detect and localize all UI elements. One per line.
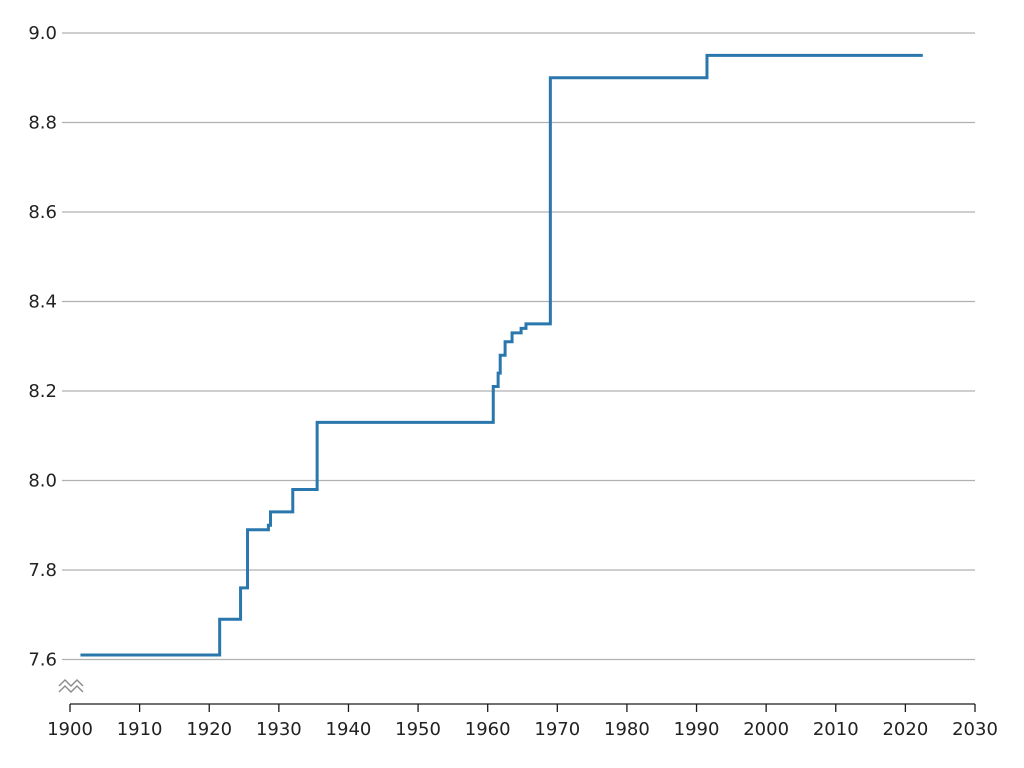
y-tick-label: 7.6 [28,650,57,671]
y-tick-label: 8.0 [28,471,57,492]
y-tick-label: 8.2 [28,381,57,402]
y-axis-tick-labels: 7.6 7.8 8.0 8.2 8.4 8.6 8.8 9.0 [28,23,57,671]
y-tick-label: 8.8 [28,113,57,134]
x-tick-label: 1940 [326,719,372,740]
y-tick-label: 9.0 [28,23,57,44]
x-tick-label: 1980 [604,719,650,740]
x-tick-label: 1950 [395,719,441,740]
y-tick-label: 8.4 [28,292,57,313]
axis-break-mark-lower [58,685,84,693]
y-tick-label: 8.6 [28,202,57,223]
x-tick-label: 2030 [952,719,998,740]
series-line-0 [80,53,923,657]
x-tick-label: 2000 [743,719,789,740]
x-tick-label: 1920 [186,719,232,740]
y-tick-label: 7.8 [28,560,57,581]
x-tick-label: 1970 [534,719,580,740]
x-axis: 1900 1910 1920 1930 1940 1950 1960 1970 1980 1990… [47,703,998,740]
x-tick-label: 1960 [465,719,511,740]
x-tick-label: 1910 [117,719,163,740]
x-tick-label: 2010 [813,719,859,740]
series-layer [80,53,923,657]
x-tick-label: 1930 [256,719,302,740]
x-tick-label: 1900 [47,719,93,740]
axis-break [58,679,84,693]
x-tick-label: 2020 [882,719,928,740]
axis-break-mark-upper [58,679,84,687]
x-tick-label: 1990 [674,719,720,740]
grid-lines [62,32,975,661]
